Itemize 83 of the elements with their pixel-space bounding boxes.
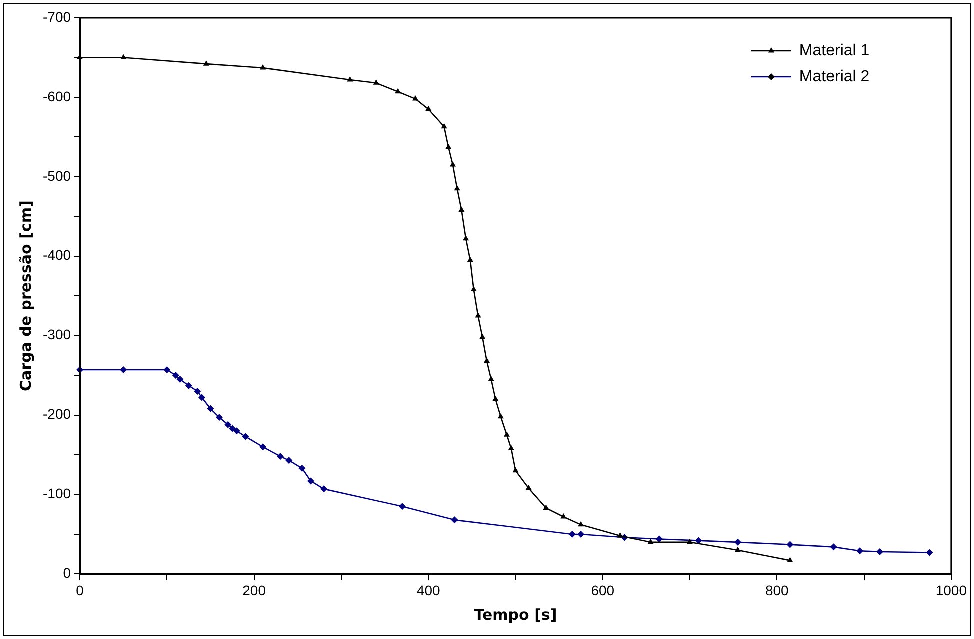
x-tick-label: 600 — [591, 582, 615, 598]
point — [656, 536, 664, 543]
point — [695, 537, 702, 544]
point — [446, 144, 452, 150]
point — [320, 486, 328, 493]
point — [830, 544, 838, 551]
point — [470, 286, 477, 292]
point — [617, 532, 624, 538]
point — [298, 465, 306, 472]
y-tick-label: 0 — [63, 565, 72, 582]
point — [216, 414, 223, 422]
point — [543, 504, 550, 510]
point — [426, 106, 432, 112]
point — [172, 372, 180, 380]
point — [686, 538, 694, 544]
x-tick-label: 400 — [416, 582, 440, 598]
point — [734, 538, 742, 546]
point — [198, 394, 206, 402]
legend-label: Material 2 — [799, 68, 870, 86]
point — [856, 548, 864, 555]
point — [120, 54, 127, 60]
point — [926, 549, 934, 556]
point — [458, 206, 465, 212]
point — [508, 445, 514, 450]
point — [276, 453, 284, 460]
y-tick-label: -100 — [42, 486, 72, 502]
point — [120, 366, 128, 374]
point — [176, 376, 184, 384]
point — [787, 557, 794, 562]
point — [463, 235, 470, 241]
point — [734, 546, 741, 552]
point — [526, 484, 532, 490]
legend-label: Material 1 — [799, 42, 870, 60]
point — [260, 64, 266, 70]
point — [347, 76, 354, 82]
point — [395, 88, 402, 94]
y-tick-label: -700 — [42, 8, 72, 25]
point — [207, 405, 214, 412]
point — [194, 388, 202, 395]
y-tick-label: -500 — [42, 168, 72, 184]
point — [260, 444, 267, 451]
point — [242, 433, 250, 440]
point — [578, 530, 585, 538]
point — [450, 161, 456, 167]
y-tick-label: -200 — [42, 406, 72, 422]
point — [398, 503, 406, 510]
point — [224, 421, 232, 428]
point — [307, 478, 314, 485]
point — [488, 376, 494, 382]
point — [648, 538, 654, 544]
point — [412, 96, 419, 101]
point — [229, 425, 236, 432]
point — [185, 382, 192, 390]
point — [451, 516, 458, 524]
point — [203, 60, 210, 66]
point — [876, 548, 884, 556]
y-tick-label: -400 — [42, 247, 72, 264]
x-tick-label: 200 — [242, 582, 266, 598]
point — [578, 521, 584, 527]
y-tick-label: -300 — [42, 326, 72, 343]
point — [484, 358, 490, 364]
point — [475, 312, 482, 318]
point — [512, 467, 519, 473]
point — [492, 396, 499, 402]
point — [504, 432, 510, 437]
point — [164, 366, 171, 374]
point — [467, 256, 474, 262]
y-tick-label: -600 — [42, 88, 72, 104]
point — [233, 428, 240, 435]
x-tick-label: 1000 — [936, 582, 968, 598]
point — [373, 80, 380, 85]
point — [454, 185, 460, 191]
point — [568, 530, 576, 538]
y-axis-title: Carga de pressão [cm] — [16, 200, 35, 392]
point — [560, 513, 567, 519]
point — [498, 413, 504, 419]
point — [786, 541, 794, 548]
point — [286, 457, 293, 464]
x-tick-label: 800 — [765, 582, 790, 598]
x-axis-title: Tempo [s] — [474, 606, 558, 624]
x-tick-label: 0 — [76, 582, 84, 598]
point — [441, 123, 448, 129]
point — [480, 334, 486, 340]
